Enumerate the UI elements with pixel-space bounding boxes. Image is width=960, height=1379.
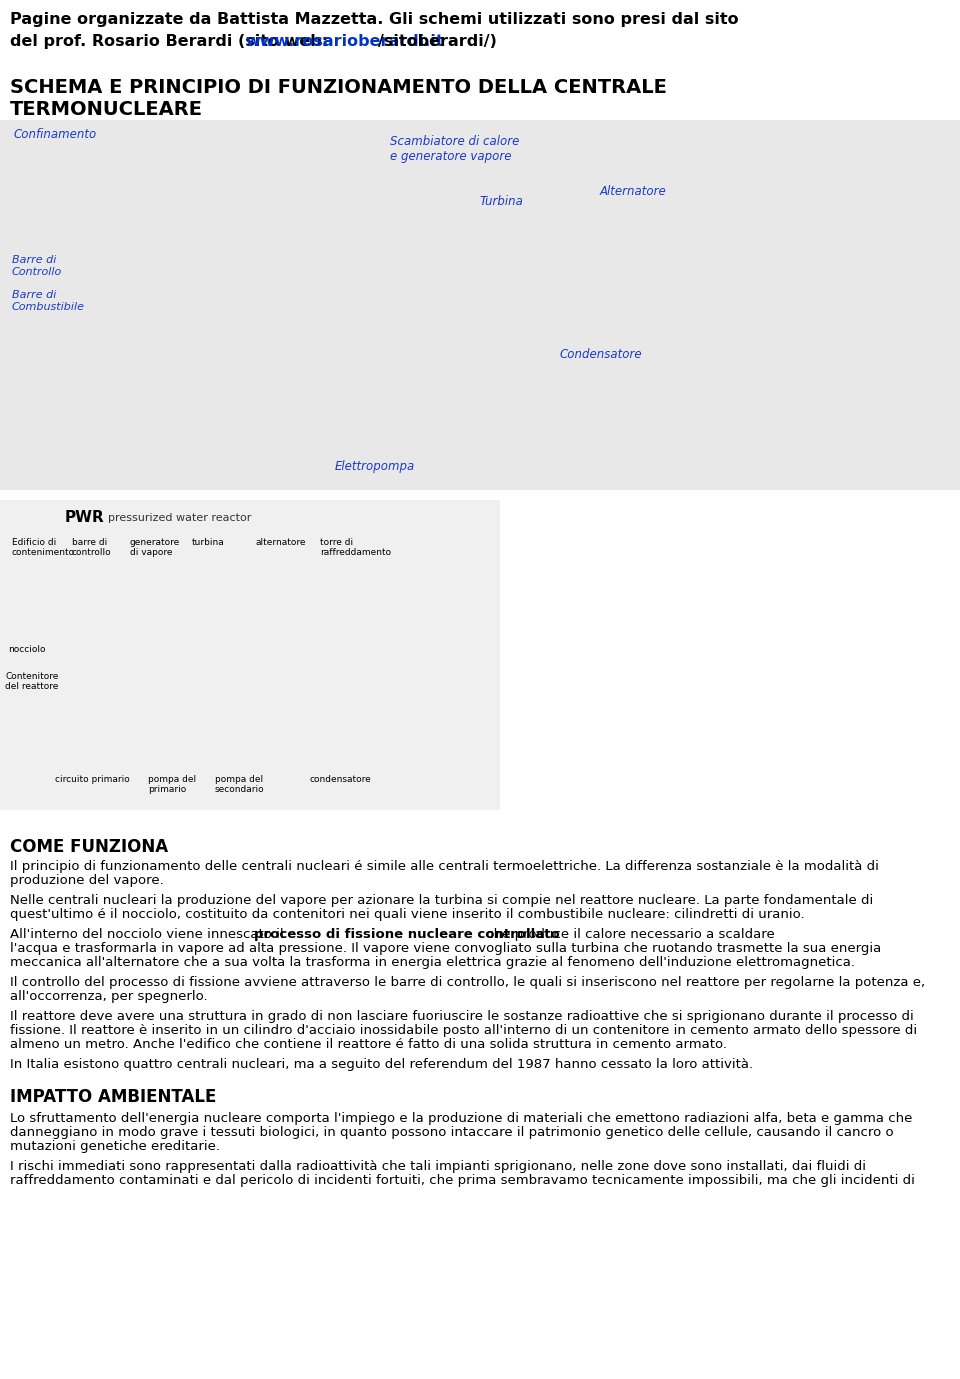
- Text: che produce il calore necessario a scaldare: che produce il calore necessario a scald…: [482, 928, 775, 940]
- Text: Edificio di
contenimento: Edificio di contenimento: [12, 538, 75, 557]
- Text: Contenitore
del reattore: Contenitore del reattore: [5, 672, 59, 691]
- Text: mutazioni genetiche ereditarie.: mutazioni genetiche ereditarie.: [10, 1140, 220, 1153]
- Text: almeno un metro. Anche l'edifico che contiene il reattore é fatto di una solida : almeno un metro. Anche l'edifico che con…: [10, 1038, 727, 1051]
- Text: meccanica all'alternatore che a sua volta la trasforma in energia elettrica graz: meccanica all'alternatore che a sua volt…: [10, 956, 855, 969]
- Text: generatore
di vapore: generatore di vapore: [130, 538, 180, 557]
- Text: Turbina: Turbina: [480, 194, 524, 208]
- Text: All'interno del nocciolo viene innescato il: All'interno del nocciolo viene innescato…: [10, 928, 288, 940]
- Text: www.rosarioberardi.it: www.rosarioberardi.it: [245, 34, 444, 50]
- Text: TERMONUCLEARE: TERMONUCLEARE: [10, 101, 203, 119]
- Text: SCHEMA E PRINCIPIO DI FUNZIONAMENTO DELLA CENTRALE: SCHEMA E PRINCIPIO DI FUNZIONAMENTO DELL…: [10, 79, 667, 97]
- Text: Alternatore: Alternatore: [600, 185, 667, 199]
- Text: In Italia esistono quattro centrali nucleari, ma a seguito del referendum del 19: In Italia esistono quattro centrali nucl…: [10, 1058, 754, 1071]
- Text: processo di fissione nucleare controllato: processo di fissione nucleare controllat…: [254, 928, 560, 940]
- Text: Barre di
Controllo: Barre di Controllo: [12, 255, 62, 277]
- Text: Elettropompa: Elettropompa: [335, 461, 416, 473]
- Text: IMPATTO AMBIENTALE: IMPATTO AMBIENTALE: [10, 1088, 216, 1106]
- Text: Il principio di funzionamento delle centrali nucleari é simile alle centrali ter: Il principio di funzionamento delle cent…: [10, 860, 878, 873]
- Text: Condensatore: Condensatore: [560, 348, 642, 361]
- Text: Confinamento: Confinamento: [14, 128, 97, 141]
- Text: I rischi immediati sono rappresentati dalla radioattività che tali impianti spri: I rischi immediati sono rappresentati da…: [10, 1160, 866, 1174]
- Text: PWR: PWR: [65, 510, 105, 525]
- Text: Il controllo del processo di fissione avviene attraverso le barre di controllo, : Il controllo del processo di fissione av…: [10, 976, 925, 989]
- Text: condensatore: condensatore: [310, 775, 372, 785]
- Text: Il reattore deve avere una struttura in grado di non lasciare fuoriuscire le sos: Il reattore deve avere una struttura in …: [10, 1009, 914, 1023]
- Text: pompa del
primario: pompa del primario: [148, 775, 196, 794]
- Text: pompa del
secondario: pompa del secondario: [215, 775, 265, 794]
- Text: danneggiano in modo grave i tessuti biologici, in quanto possono intaccare il pa: danneggiano in modo grave i tessuti biol…: [10, 1127, 894, 1139]
- Text: pressurized water reactor: pressurized water reactor: [108, 513, 252, 523]
- Text: quest'ultimo é il nocciolo, costituito da contenitori nei quali viene inserito i: quest'ultimo é il nocciolo, costituito d…: [10, 907, 804, 921]
- Text: Barre di
Combustibile: Barre di Combustibile: [12, 290, 85, 312]
- Text: barre di
controllo: barre di controllo: [72, 538, 111, 557]
- Text: Lo sfruttamento dell'energia nucleare comporta l'impiego e la produzione di mate: Lo sfruttamento dell'energia nucleare co…: [10, 1111, 912, 1125]
- Text: l'acqua e trasformarla in vapore ad alta pressione. Il vapore viene convogliato : l'acqua e trasformarla in vapore ad alta…: [10, 942, 881, 956]
- Text: circuito primario: circuito primario: [55, 775, 130, 785]
- Text: alternatore: alternatore: [255, 538, 305, 547]
- Text: Pagine organizzate da Battista Mazzetta. Gli schemi utilizzati sono presi dal si: Pagine organizzate da Battista Mazzetta.…: [10, 12, 738, 28]
- Text: all'occorrenza, per spegnerlo.: all'occorrenza, per spegnerlo.: [10, 990, 207, 1003]
- Text: turbina: turbina: [192, 538, 225, 547]
- Text: raffreddamento contaminati e dal pericolo di incidenti fortuiti, che prima sembr: raffreddamento contaminati e dal pericol…: [10, 1174, 915, 1187]
- Text: Nelle centrali nucleari la produzione del vapore per azionare la turbina si comp: Nelle centrali nucleari la produzione de…: [10, 894, 874, 907]
- Text: COME FUNZIONA: COME FUNZIONA: [10, 838, 168, 856]
- Text: /sitoberardi/): /sitoberardi/): [378, 34, 497, 50]
- Text: torre di
raffreddamento: torre di raffreddamento: [320, 538, 391, 557]
- Bar: [0, 120, 960, 490]
- Text: Scambiatore di calore
e generatore vapore: Scambiatore di calore e generatore vapor…: [390, 135, 519, 163]
- Text: nocciolo: nocciolo: [8, 645, 45, 654]
- Bar: [0, 501, 500, 809]
- Text: del prof. Rosario Berardi (sito web:: del prof. Rosario Berardi (sito web:: [10, 34, 334, 50]
- Text: produzione del vapore.: produzione del vapore.: [10, 874, 164, 887]
- Text: fissione. Il reattore è inserito in un cilindro d'acciaio inossidabile posto all: fissione. Il reattore è inserito in un c…: [10, 1025, 917, 1037]
